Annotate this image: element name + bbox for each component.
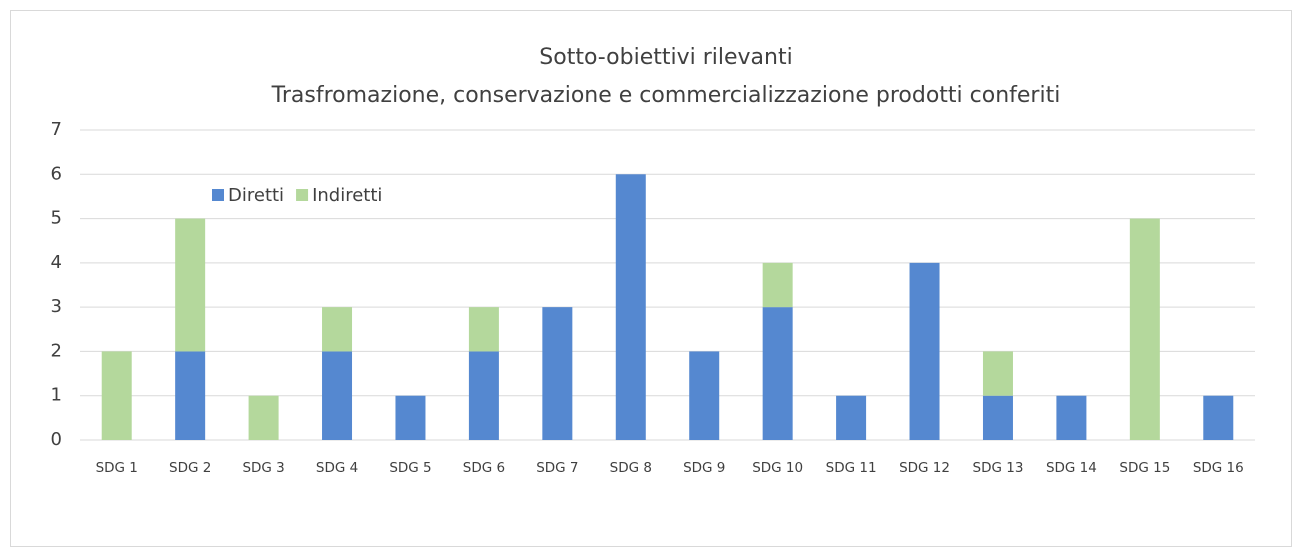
x-tick-label: SDG 15	[1119, 460, 1170, 476]
bar-segment	[395, 395, 426, 440]
legend-swatch	[212, 189, 224, 201]
legend-label: Diretti	[228, 185, 284, 206]
y-tick-label: 6	[51, 163, 62, 184]
legend-swatch	[296, 189, 309, 201]
x-tick-label: SDG 7	[536, 460, 578, 476]
x-tick-label: SDG 10	[752, 460, 803, 476]
y-tick-label: 2	[51, 340, 62, 361]
bar-segment	[982, 351, 1013, 396]
y-tick-label: 0	[51, 429, 62, 450]
bar-segment	[615, 174, 646, 441]
x-tick-label: SDG 9	[683, 460, 725, 476]
x-tick-label: SDG 12	[899, 460, 950, 476]
bar-segment	[468, 351, 499, 440]
y-tick-label: 5	[51, 208, 62, 229]
bar-segment	[175, 218, 206, 352]
chart-title: Sotto-obiettivi rilevanti	[539, 45, 792, 70]
x-tick-label: SDG 14	[1046, 460, 1097, 476]
x-tick-label: SDG 1	[96, 460, 138, 476]
bar-segment	[836, 395, 867, 440]
bar-segment	[175, 351, 206, 440]
bar-segment	[762, 307, 793, 440]
bar-segment	[1203, 395, 1234, 440]
bar-segment	[762, 262, 793, 308]
bar-segment	[909, 262, 940, 440]
bar-segment	[248, 395, 279, 440]
bar-segment	[542, 307, 573, 440]
bar-segment	[1056, 395, 1087, 440]
bar-segment	[1129, 218, 1160, 440]
chart-border	[10, 10, 1292, 547]
y-tick-label: 7	[51, 119, 62, 140]
bar-segment	[322, 307, 353, 352]
y-tick-label: 3	[51, 296, 62, 317]
x-tick-label: SDG 8	[610, 460, 652, 476]
x-tick-label: SDG 13	[973, 460, 1024, 476]
legend-label: Indiretti	[312, 185, 382, 206]
x-tick-label: SDG 6	[463, 460, 505, 476]
bar-segment	[468, 307, 499, 352]
x-tick-label: SDG 16	[1193, 460, 1244, 476]
y-tick-label: 1	[51, 385, 62, 406]
x-tick-label: SDG 5	[389, 460, 431, 476]
bar-segment	[982, 395, 1013, 440]
x-tick-label: SDG 4	[316, 460, 358, 476]
bar-segment	[322, 351, 353, 440]
y-tick-label: 4	[51, 252, 62, 273]
x-tick-label: SDG 2	[169, 460, 211, 476]
x-tick-label: SDG 11	[826, 460, 877, 476]
x-tick-label: SDG 3	[242, 460, 284, 476]
bar-segment	[101, 351, 132, 440]
chart-subtitle: Trasfromazione, conservazione e commerci…	[271, 83, 1061, 108]
bar-segment	[689, 351, 720, 440]
